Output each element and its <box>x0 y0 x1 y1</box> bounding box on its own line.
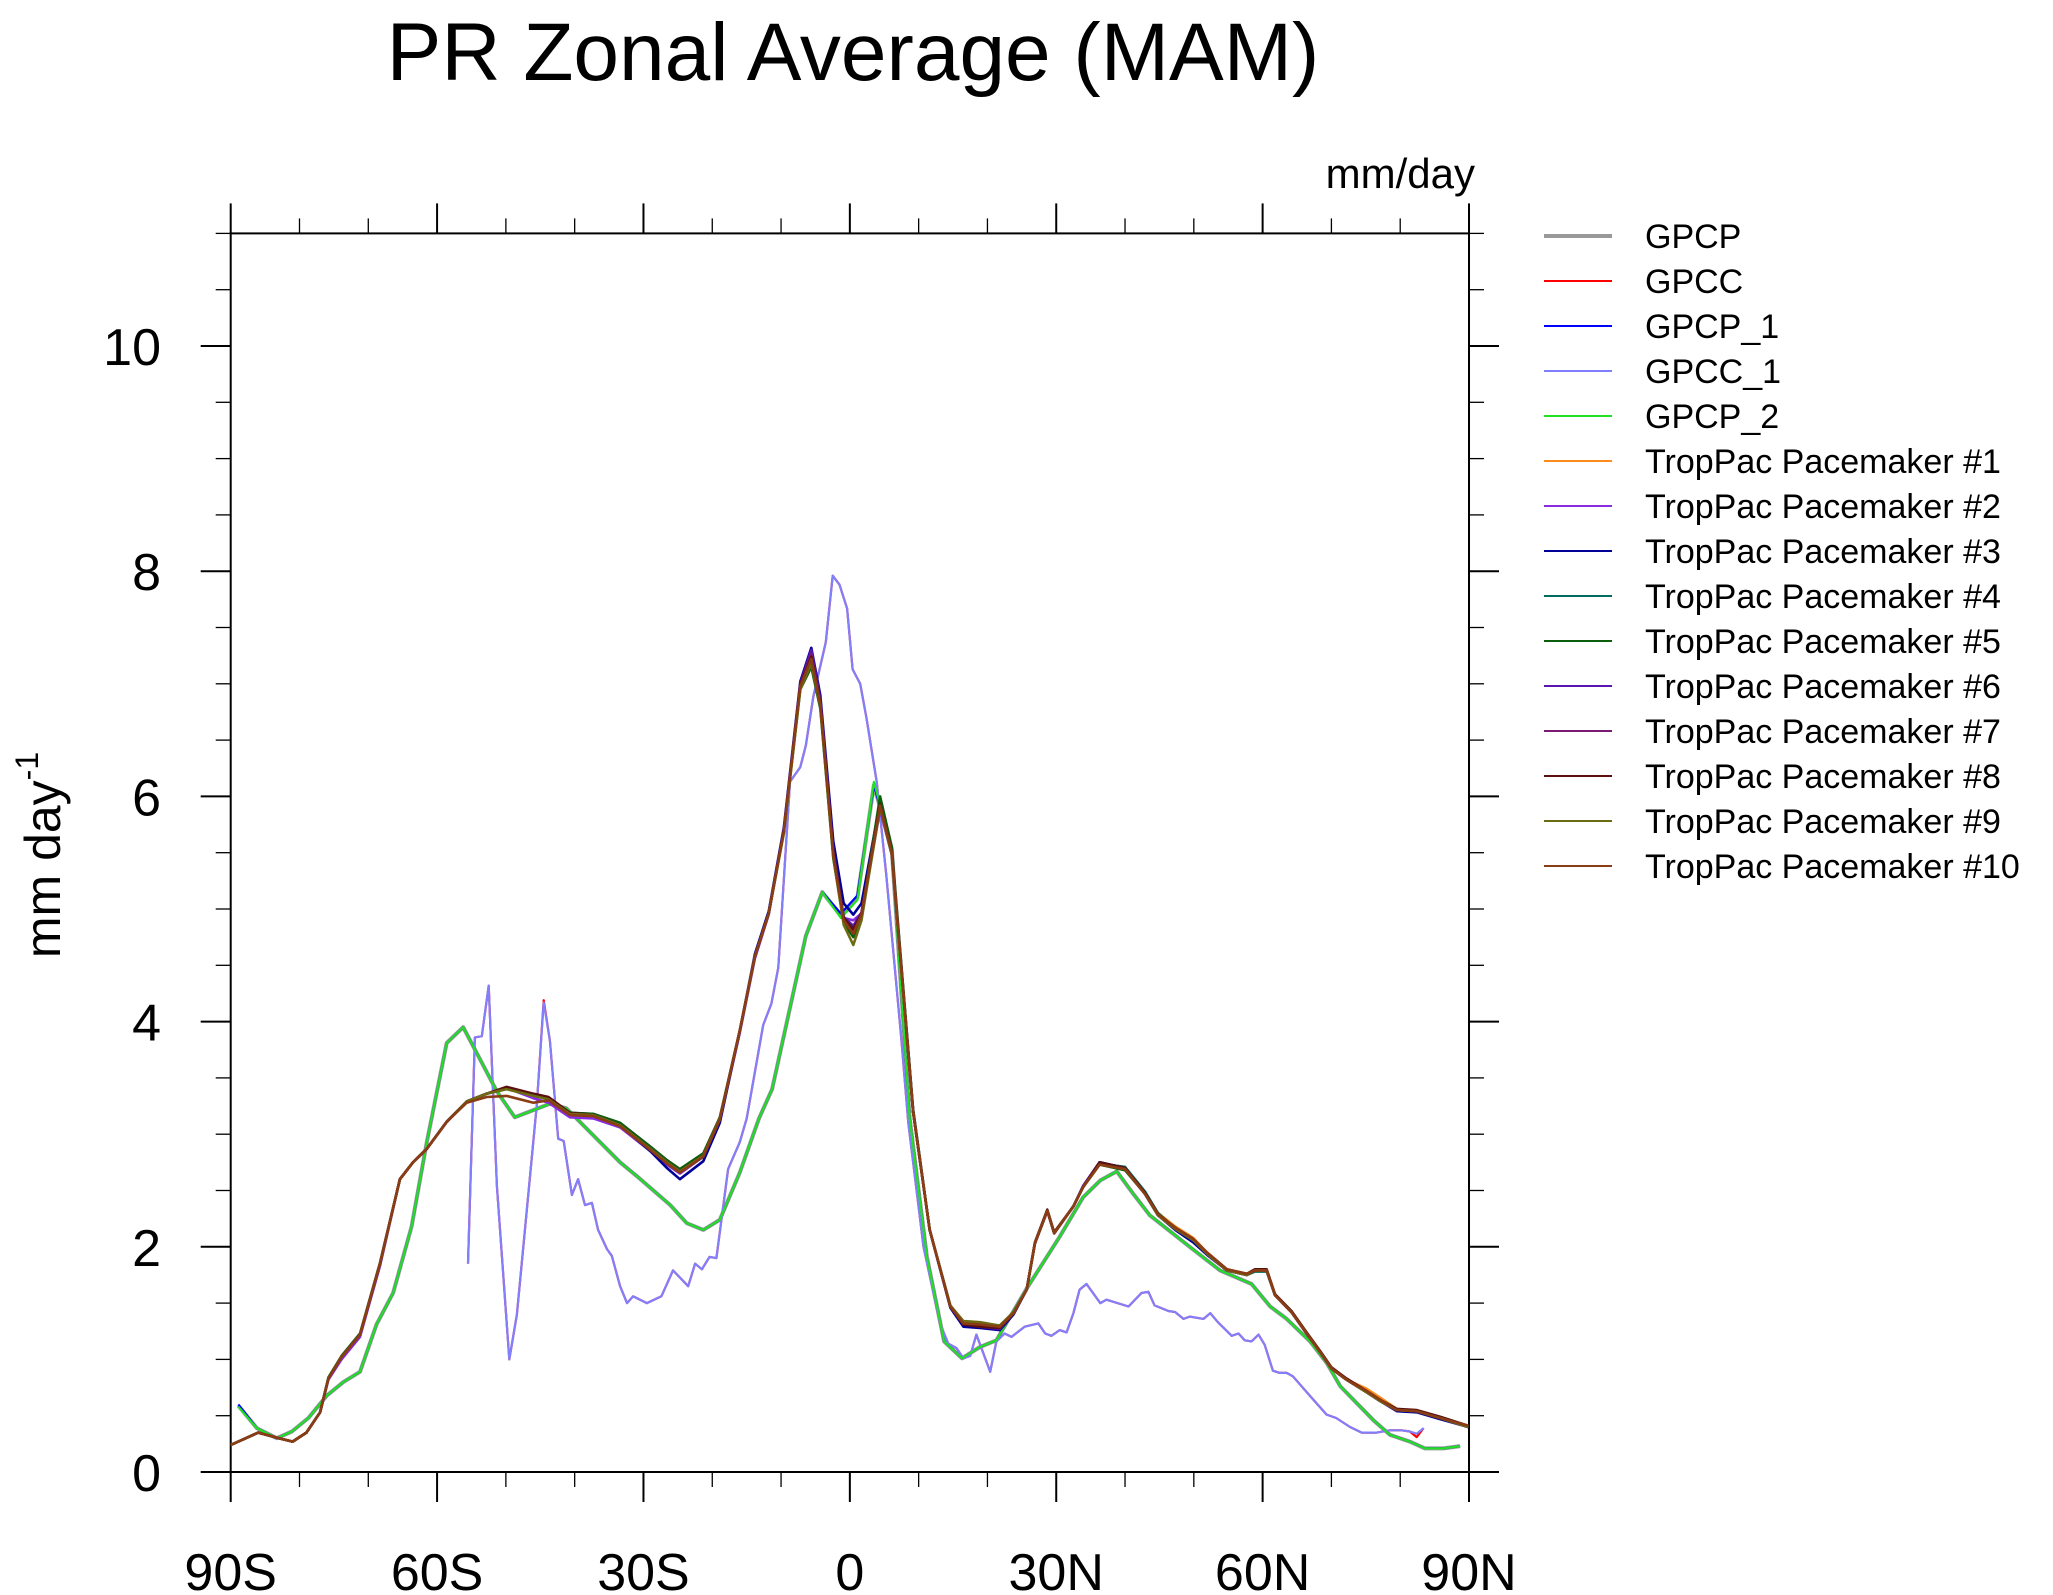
series-line-troppac-pacemaker-8 <box>230 655 1469 1447</box>
axes: 90S 60S 30S 0 30N 60N 90N 0 2 4 6 8 10 <box>103 203 1517 1595</box>
x-tick-label: 60N <box>1215 1544 1310 1595</box>
legend-label: TropPac Pacemaker #1 <box>1645 443 2001 481</box>
y-tick-label: 0 <box>132 1445 161 1503</box>
legend-label: GPCC <box>1645 263 1743 301</box>
x-tick-label: 0 <box>835 1544 864 1595</box>
series-line-troppac-pacemaker-5 <box>230 665 1469 1447</box>
y-tick-label: 4 <box>132 995 161 1053</box>
series-line-gpcp-1 <box>237 783 1461 1450</box>
legend-label: TropPac Pacemaker #2 <box>1645 488 2001 526</box>
y-axis-label-text: mm day <box>15 780 71 958</box>
legend-item: TropPac Pacemaker #5 <box>1544 623 2001 661</box>
legend-item: GPCP_2 <box>1544 398 1779 436</box>
series-line-troppac-pacemaker-2 <box>230 650 1469 1447</box>
legend-label: GPCC_1 <box>1645 353 1781 391</box>
legend-item: TropPac Pacemaker #1 <box>1544 443 2001 481</box>
legend-item: TropPac Pacemaker #7 <box>1544 713 2001 751</box>
series-line-gpcp-2 <box>237 780 1461 1450</box>
legend-label: TropPac Pacemaker #5 <box>1645 623 2001 661</box>
series-line-troppac-pacemaker-4 <box>230 659 1469 1447</box>
series-line-gpcp <box>236 783 1461 1451</box>
legend-label: TropPac Pacemaker #7 <box>1645 713 2001 751</box>
legend-label: TropPac Pacemaker #9 <box>1645 803 2001 841</box>
y-tick-label: 6 <box>132 769 161 827</box>
y-tick-label: 10 <box>103 319 161 377</box>
series-line-troppac-pacemaker-10 <box>230 657 1469 1447</box>
series-line-troppac-pacemaker-9 <box>230 662 1469 1447</box>
legend-label: TropPac Pacemaker #10 <box>1645 848 2020 886</box>
plot-frame <box>229 232 1471 1473</box>
legend-item: GPCP <box>1544 218 1741 256</box>
series-line-troppac-pacemaker-3 <box>230 646 1469 1447</box>
legend-item: TropPac Pacemaker #4 <box>1544 578 2001 616</box>
legend-item: GPCC_1 <box>1544 353 1781 391</box>
legend-item: TropPac Pacemaker #3 <box>1544 533 2001 571</box>
legend-item: TropPac Pacemaker #2 <box>1544 488 2001 526</box>
units-label: mm/day <box>1326 150 1475 197</box>
series-line-troppac-pacemaker-6 <box>230 648 1469 1447</box>
series-line-gpcc <box>466 574 1425 1439</box>
y-axis-label-exponent: -1 <box>9 752 45 780</box>
chart-title: PR Zonal Average (MAM) <box>387 7 1320 98</box>
legend-label: TropPac Pacemaker #6 <box>1645 668 2001 706</box>
legend-label: GPCP_2 <box>1645 398 1779 436</box>
legend-label: TropPac Pacemaker #4 <box>1645 578 2001 616</box>
legend-item: TropPac Pacemaker #8 <box>1544 758 2001 796</box>
x-tick-label: 60S <box>391 1544 484 1595</box>
series-line-gpcc-1 <box>466 574 1425 1435</box>
series-layer <box>230 574 1469 1451</box>
x-tick-label: 90N <box>1421 1544 1516 1595</box>
x-tick-label: 30S <box>597 1544 690 1595</box>
legend-item: TropPac Pacemaker #9 <box>1544 803 2001 841</box>
legend-item: TropPac Pacemaker #10 <box>1544 848 2020 886</box>
legend-label: TropPac Pacemaker #8 <box>1645 758 2001 796</box>
legend-label: GPCP <box>1645 218 1741 256</box>
legend: GPCP GPCC GPCP_1 GPCC_1 GPCP_2 TropPac Pacema… <box>1544 218 2020 886</box>
y-tick-label: 2 <box>132 1220 161 1278</box>
legend-label: TropPac Pacemaker #3 <box>1645 533 2001 571</box>
y-axis-label: mm day-1 <box>9 752 71 958</box>
legend-label: GPCP_1 <box>1645 308 1779 346</box>
series-line-troppac-pacemaker-1 <box>230 657 1469 1447</box>
y-tick-label: 8 <box>132 544 161 602</box>
x-tick-label: 90S <box>184 1544 277 1595</box>
series-line-troppac-pacemaker-7 <box>230 653 1469 1447</box>
legend-item: TropPac Pacemaker #6 <box>1544 668 2001 706</box>
x-tick-label: 30N <box>1009 1544 1104 1595</box>
legend-item: GPCC <box>1544 263 1743 301</box>
legend-item: GPCP_1 <box>1544 308 1779 346</box>
